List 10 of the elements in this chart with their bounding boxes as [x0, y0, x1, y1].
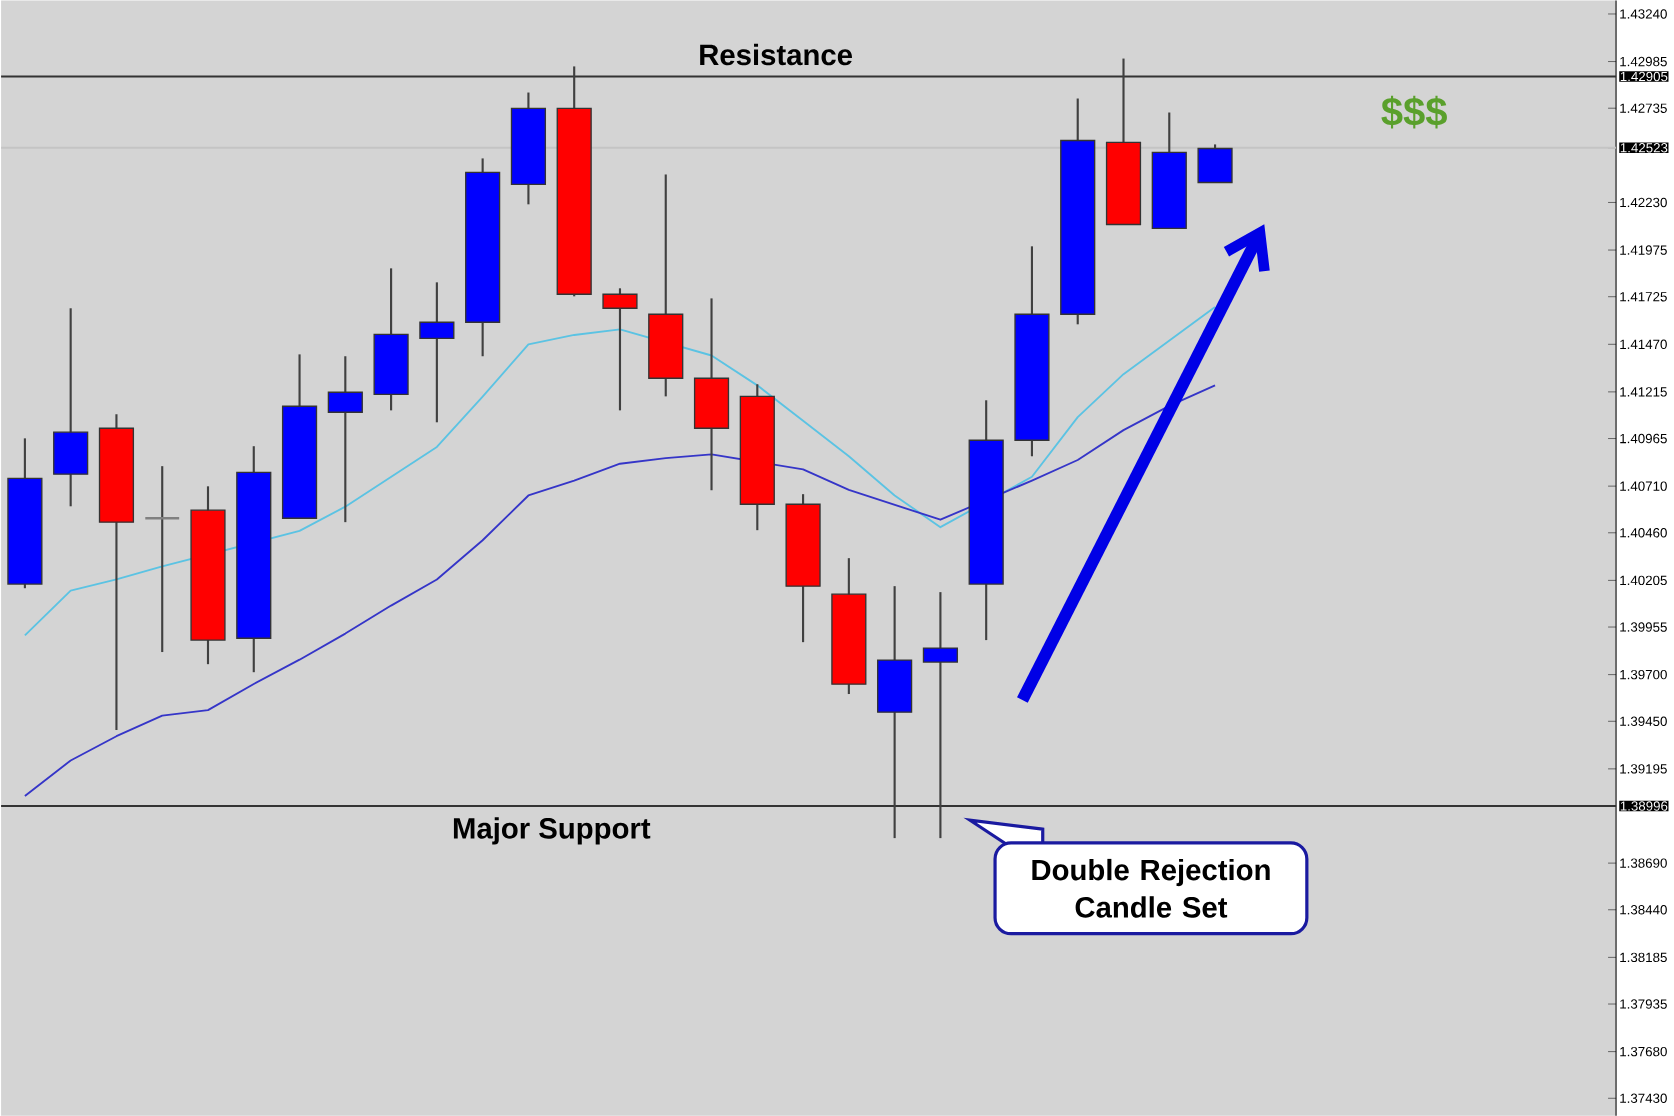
candlestick	[327, 355, 363, 524]
ref-line-label: Major Support	[453, 817, 651, 845]
candlestick	[1197, 143, 1233, 184]
candlestick	[143, 464, 181, 653]
candlestick	[602, 287, 638, 412]
candlestick	[53, 307, 89, 508]
ref-line-label: Resistance	[700, 43, 852, 66]
candlestick	[419, 281, 455, 424]
text: $$$	[1381, 95, 1447, 129]
annotation: Double Rejection Candle Set	[1032, 858, 1270, 918]
